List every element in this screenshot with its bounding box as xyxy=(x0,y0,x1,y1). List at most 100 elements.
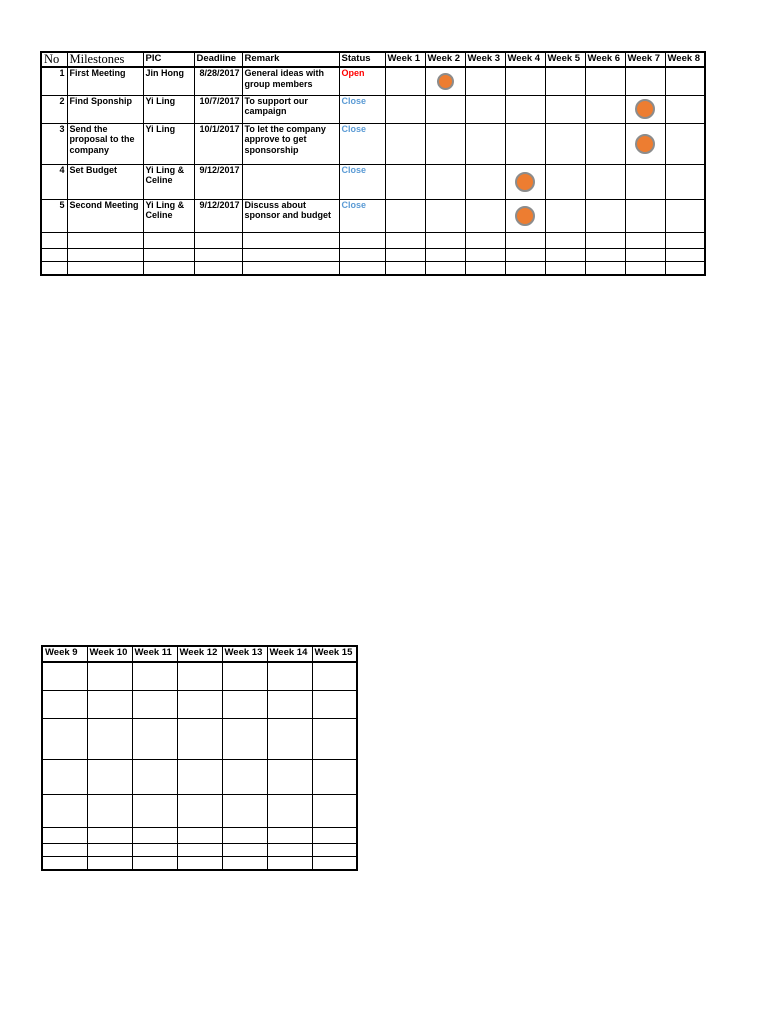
empty-cell xyxy=(221,758,268,795)
gantt-cell xyxy=(504,163,546,200)
column-header-week-15: Week 15 xyxy=(311,645,358,663)
gantt-cell xyxy=(384,163,426,200)
empty-cell xyxy=(384,247,426,262)
empty-cell xyxy=(41,793,88,828)
gantt-cell xyxy=(544,163,586,200)
empty-cell xyxy=(544,231,586,249)
milestone-row-1: 1 First Meeting Jin Hong 8/28/2017 Gener… xyxy=(40,66,706,96)
empty-cell xyxy=(86,842,133,857)
gantt-cell xyxy=(504,66,546,96)
empty-cell xyxy=(176,855,223,871)
empty-cell xyxy=(41,717,88,760)
empty-cell xyxy=(193,247,243,262)
cell-remark: To let the company approve to get sponso… xyxy=(241,122,340,165)
empty-row xyxy=(41,842,358,857)
empty-row xyxy=(41,661,358,691)
gantt-cell xyxy=(384,66,426,96)
column-header-no: No xyxy=(40,51,68,68)
empty-cell xyxy=(131,842,178,857)
milestone-marker xyxy=(515,171,535,192)
empty-cell xyxy=(584,247,626,262)
empty-cell xyxy=(266,793,313,828)
empty-cell xyxy=(221,717,268,760)
empty-cell xyxy=(131,717,178,760)
empty-row xyxy=(40,247,706,262)
gantt-cell xyxy=(424,66,466,96)
empty-row xyxy=(41,717,358,760)
empty-cell xyxy=(176,717,223,760)
gantt-cell xyxy=(544,122,586,165)
empty-cell xyxy=(266,758,313,795)
gantt-cell xyxy=(584,122,626,165)
column-header-week-13: Week 13 xyxy=(221,645,268,663)
cell-status: Open xyxy=(338,66,386,96)
empty-cell xyxy=(338,231,386,249)
gantt-cell xyxy=(504,198,546,233)
empty-cell xyxy=(311,689,358,719)
empty-cell xyxy=(464,247,506,262)
empty-cell xyxy=(66,260,144,276)
column-header-week-4: Week 4 xyxy=(504,51,546,68)
cell-no: 3 xyxy=(40,122,68,165)
gantt-cell xyxy=(464,122,506,165)
gantt-cell xyxy=(464,198,506,233)
gantt-cell xyxy=(624,163,666,200)
empty-cell xyxy=(311,793,358,828)
milestone-row-4: 4 Set Budget Yi Ling & Celine 9/12/2017 … xyxy=(40,163,706,200)
cell-no: 5 xyxy=(40,198,68,233)
cell-milestone: Second Meeting xyxy=(66,198,144,233)
empty-cell xyxy=(176,661,223,691)
cell-remark: Discuss about sponsor and budget xyxy=(241,198,340,233)
cell-remark xyxy=(241,163,340,200)
gantt-cell xyxy=(664,122,706,165)
empty-cell xyxy=(241,247,340,262)
empty-cell xyxy=(241,260,340,276)
empty-cell xyxy=(86,661,133,691)
gantt-cell xyxy=(624,94,666,124)
cell-deadline: 8/28/2017 xyxy=(193,66,243,96)
gantt-cell xyxy=(464,94,506,124)
empty-cell xyxy=(664,260,706,276)
cell-status: Close xyxy=(338,198,386,233)
cell-milestone: Find Sponship xyxy=(66,94,144,124)
empty-cell xyxy=(41,842,88,857)
empty-cell xyxy=(384,231,426,249)
empty-cell xyxy=(131,758,178,795)
status-text: Close xyxy=(341,95,367,106)
empty-cell xyxy=(624,231,666,249)
column-header-week-12: Week 12 xyxy=(176,645,223,663)
empty-row xyxy=(41,689,358,719)
status-text: Close xyxy=(341,123,367,134)
cell-pic: Yi Ling & Celine xyxy=(142,198,195,233)
empty-cell xyxy=(131,826,178,844)
gantt-cell xyxy=(544,94,586,124)
column-header-week-6: Week 6 xyxy=(584,51,626,68)
cell-status: Close xyxy=(338,122,386,165)
empty-cell xyxy=(384,260,426,276)
empty-cell xyxy=(311,842,358,857)
cell-no: 1 xyxy=(40,66,68,96)
empty-cell xyxy=(176,793,223,828)
empty-cell xyxy=(131,793,178,828)
empty-cell xyxy=(544,260,586,276)
empty-cell xyxy=(176,842,223,857)
column-header-week-1: Week 1 xyxy=(384,51,426,68)
empty-cell xyxy=(266,689,313,719)
empty-cell xyxy=(504,260,546,276)
gantt-cell xyxy=(384,94,426,124)
cell-pic: Jin Hong xyxy=(142,66,195,96)
milestone-row-5: 5 Second Meeting Yi Ling & Celine 9/12/2… xyxy=(40,198,706,233)
cell-no: 2 xyxy=(40,94,68,124)
column-header-week-8: Week 8 xyxy=(664,51,706,68)
gantt-cell xyxy=(544,66,586,96)
empty-cell xyxy=(266,855,313,871)
gantt-cell xyxy=(584,163,626,200)
empty-cell xyxy=(464,231,506,249)
column-header-week-3: Week 3 xyxy=(464,51,506,68)
empty-cell xyxy=(584,260,626,276)
empty-cell xyxy=(311,661,358,691)
empty-cell xyxy=(424,260,466,276)
empty-cell xyxy=(40,231,68,249)
cell-deadline: 10/1/2017 xyxy=(193,122,243,165)
empty-cell xyxy=(624,247,666,262)
